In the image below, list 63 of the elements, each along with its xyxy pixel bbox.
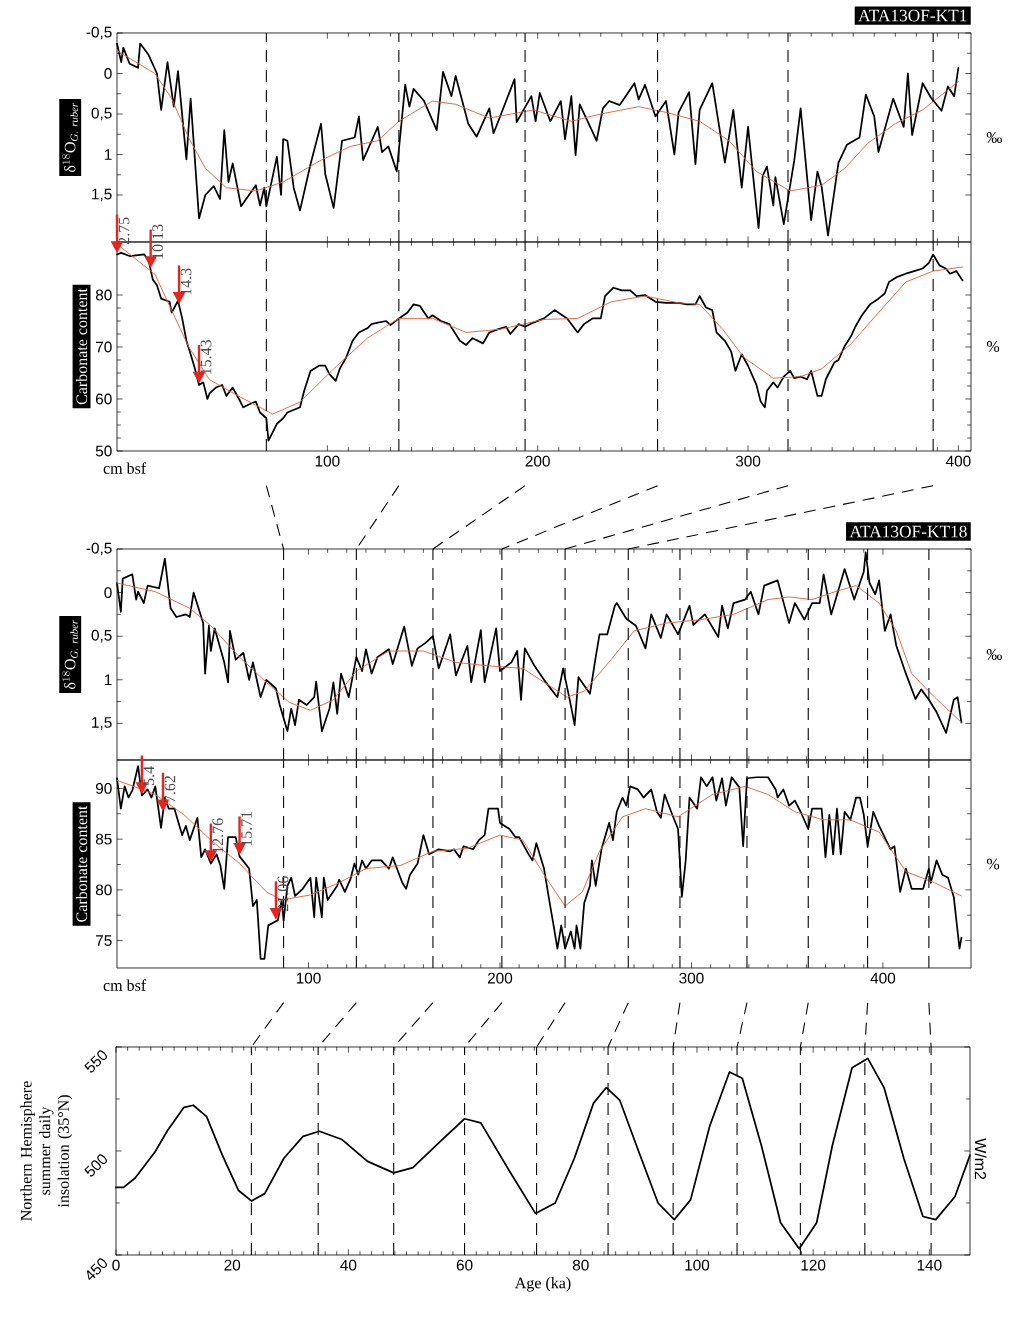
x-tick-label: 100 — [315, 455, 340, 467]
y-tick-label: 75 — [96, 935, 112, 946]
y-axis-title: Carbonate content — [75, 288, 88, 405]
y-tick-label: 0 — [104, 587, 112, 599]
x-tick-label: 400 — [870, 972, 896, 984]
y-tick-label: 80 — [95, 884, 112, 896]
annotation: 12.76 — [212, 818, 224, 853]
x-tick-label: 80 — [572, 1259, 589, 1271]
x-tick-label: 200 — [525, 455, 550, 467]
y-tick-label: 1 — [104, 149, 112, 160]
y-axis-title: $\mathrm{δ}^{18}\mathrm{O}_{\mathit{G.\ ruber}}$ — [62, 619, 78, 690]
y-tick-label: 80 — [95, 289, 112, 301]
y-axis-title: $\mathrm{δ}^{18}\mathrm{O}_{\mathit{G.\ ruber}}$ — [62, 102, 78, 173]
y-tick-label: 90 — [95, 782, 112, 794]
y-tick-label: 1,5 — [92, 188, 112, 202]
chart-title: ATA13OF-KT18 — [849, 525, 967, 538]
y-tick-label: 60 — [96, 393, 112, 405]
y-tick-label: -0,5 — [86, 26, 112, 40]
x-tick-label: 140 — [917, 1259, 942, 1271]
y-tick-label: 85 — [95, 833, 112, 845]
y2-axis-title: W/m2 — [974, 1138, 987, 1180]
y-axis-title: Northern Hemisphere summer daily insolation (35°N) — [20, 1081, 73, 1221]
y-tick-label: 1,5 — [92, 717, 112, 730]
line-series — [116, 50, 959, 192]
x-tick-label: 20 — [224, 1259, 241, 1271]
x-tick-label: 40 — [340, 1259, 357, 1271]
y2-axis-title: ‰ — [986, 649, 1002, 660]
line-series — [116, 582, 962, 723]
annotation: 7.62 — [164, 776, 176, 803]
y2-axis-title: % — [986, 341, 1000, 352]
x-axis-title: cm bsf — [103, 979, 147, 991]
annotation: 10.13 — [152, 224, 164, 259]
y-tick-label: 0,5 — [91, 629, 112, 643]
y-tick-label: 0,5 — [91, 107, 112, 121]
y-tick-label: -0,5 — [86, 542, 112, 556]
y-tick-label: 550 — [84, 1050, 107, 1073]
x-axis-title: Age (ka) — [514, 1277, 571, 1292]
x-axis-title: cm bsf — [103, 462, 147, 474]
y2-axis-title: ‰ — [986, 132, 1002, 143]
x-tick-label: 300 — [735, 455, 761, 467]
chart-title: ATA13OF-KT1 — [858, 9, 967, 22]
annotation: 14.3 — [180, 268, 192, 295]
x-tick-label: 400 — [945, 455, 971, 467]
annotation: 21.06 — [277, 876, 289, 912]
y-tick-label: 500 — [84, 1154, 107, 1177]
x-tick-label: 120 — [801, 1259, 826, 1271]
y-tick-label: 50 — [95, 445, 112, 457]
y-tick-label: 450 — [86, 1258, 107, 1281]
y2-axis-title: % — [986, 858, 1000, 870]
y-tick-label: 0 — [104, 68, 112, 79]
annotation: 15.71 — [241, 811, 252, 846]
x-tick-label: 100 — [685, 1259, 710, 1271]
x-tick-label: 200 — [487, 972, 513, 984]
y-tick-label: 70 — [96, 341, 112, 353]
y-tick-label: 1 — [104, 674, 112, 686]
x-tick-label: 300 — [679, 972, 704, 984]
annotation: 5.4 — [143, 766, 155, 785]
annotation: 15.43 — [200, 339, 212, 374]
annotation: 2.75 — [118, 217, 130, 245]
y-axis-title: Carbonate content — [75, 805, 88, 922]
x-tick-label: 0 — [112, 1259, 120, 1271]
x-tick-label: 60 — [456, 1259, 473, 1271]
x-tick-label: 100 — [296, 972, 321, 984]
